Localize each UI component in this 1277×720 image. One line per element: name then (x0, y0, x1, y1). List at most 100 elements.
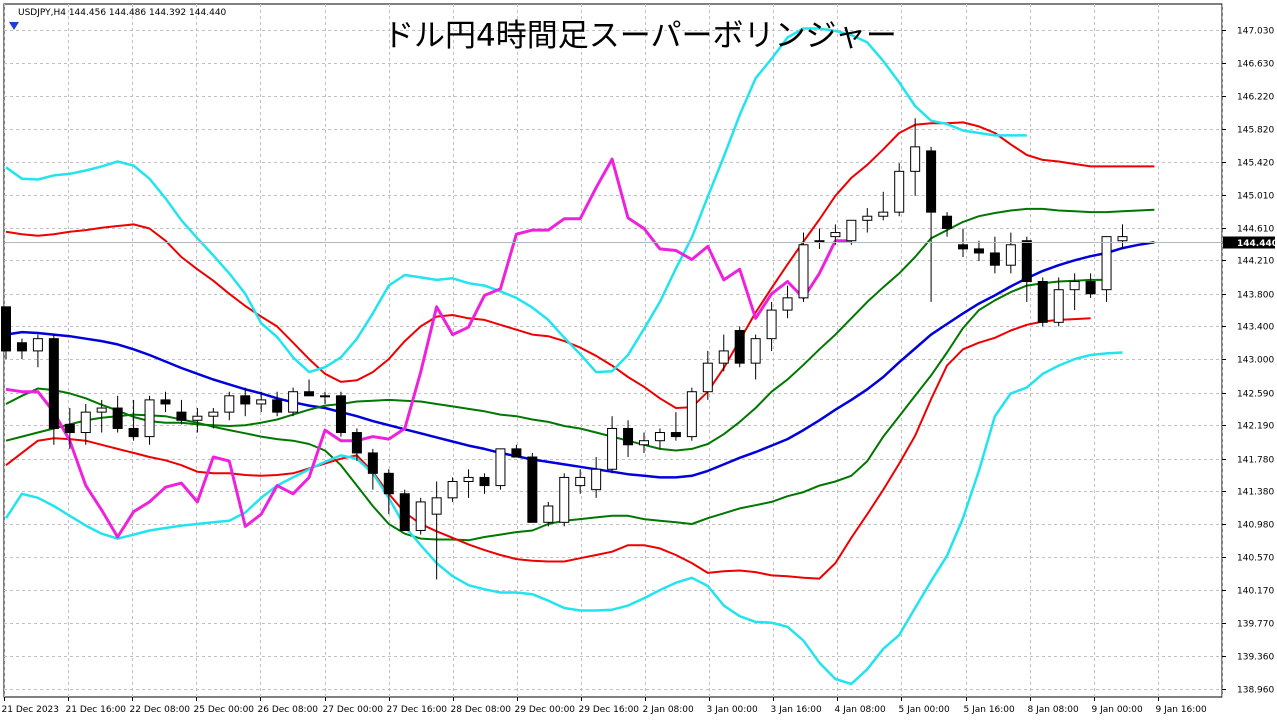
candle (846, 219, 857, 245)
x-tick-label: 21 Dec 16:00 (66, 705, 127, 715)
x-tick-label: 4 Jan 08:00 (835, 705, 887, 715)
candle-body (1053, 289, 1064, 323)
candle-body (399, 493, 410, 531)
candle-body (670, 432, 681, 438)
candle (48, 334, 59, 445)
grid-layer (4, 4, 1223, 697)
candle-layer (1, 118, 1128, 580)
candle (718, 334, 729, 372)
y-tick-label: 143.400 (1237, 323, 1274, 333)
x-tick-label: 22 Dec 08:00 (130, 705, 191, 715)
candle (591, 457, 602, 498)
candle-body (32, 338, 43, 352)
candle-body (272, 399, 283, 413)
candle-body (718, 350, 729, 364)
candle-body (479, 476, 490, 487)
chart-title: ドル円4時間足スーパーボリンジャー (383, 18, 897, 54)
y-tick-label: 140.570 (1237, 554, 1274, 564)
candle-body (973, 248, 984, 254)
candle (96, 399, 107, 433)
candle (1117, 224, 1128, 249)
candle (335, 391, 346, 437)
candle (128, 399, 139, 441)
y-tick-label: 140.980 (1237, 521, 1274, 531)
y-tick-label: 138.960 (1237, 686, 1274, 696)
candle-body (814, 240, 825, 243)
candle-body (750, 338, 761, 364)
candle-body (575, 476, 586, 487)
candle-body (128, 427, 139, 438)
chikou-span-line (5, 157, 852, 539)
candle-body (989, 252, 1000, 266)
candle-body (224, 395, 235, 413)
x-tick-label: 27 Dec 16:00 (387, 705, 448, 715)
x-tick-label: 29 Dec 16:00 (579, 705, 640, 715)
candle-body (686, 391, 697, 438)
candle-body (1085, 281, 1096, 295)
x-tick-label: 26 Dec 08:00 (258, 705, 319, 715)
x-tick-label: 5 Jan 16:00 (964, 705, 1016, 715)
candle (32, 334, 43, 368)
candle (702, 350, 713, 400)
x-tick-label: 9 Jan 00:00 (1092, 705, 1144, 715)
candle-body (288, 391, 299, 413)
current-price-tag (1223, 236, 1275, 249)
candle (527, 452, 538, 523)
candle (1053, 277, 1064, 327)
y-tick-label: 143.000 (1237, 356, 1274, 366)
candle-body (846, 219, 857, 242)
candle (288, 387, 299, 417)
candle (639, 432, 649, 453)
candle (1101, 236, 1112, 302)
candle-body (96, 407, 107, 413)
y-tick-label: 141.780 (1237, 456, 1274, 466)
candle (878, 191, 889, 221)
candle-body (878, 211, 889, 217)
candle (511, 444, 522, 458)
candle-body (1037, 281, 1048, 323)
candle (208, 408, 219, 429)
candle (623, 420, 634, 458)
candle-body (958, 244, 968, 250)
candle-body (48, 338, 59, 429)
candle (830, 224, 841, 245)
candle-body (208, 411, 219, 417)
candle (112, 395, 123, 433)
y-tick-label: 147.030 (1237, 27, 1274, 37)
x-tick-label: 3 Jan 00:00 (707, 705, 759, 715)
y-tick-label: 140.170 (1237, 587, 1274, 597)
candle-body (192, 415, 203, 421)
candle-body (734, 330, 745, 364)
candle (224, 391, 235, 421)
candle-body (304, 391, 315, 397)
candle-body (1069, 281, 1080, 291)
candle (894, 163, 905, 217)
candle (766, 301, 777, 351)
price-layer: 144.440 (4, 236, 1277, 249)
candle-body (591, 468, 602, 491)
candle-body (367, 452, 378, 474)
candle-body (1101, 236, 1112, 291)
candle (367, 448, 378, 490)
candle (479, 473, 490, 494)
candle (798, 232, 809, 302)
y-tick-label: 144.610 (1237, 225, 1274, 235)
candle-body (639, 440, 649, 446)
candle-body (415, 501, 426, 531)
x-tick-label: 5 Jan 00:00 (899, 705, 951, 715)
candle (607, 416, 618, 474)
candle (670, 412, 681, 441)
y-tick-label: 143.800 (1237, 291, 1274, 301)
x-tick-label: 28 Dec 08:00 (451, 705, 512, 715)
candle (80, 403, 91, 445)
candle (750, 334, 761, 380)
y-tick-label: 145.820 (1237, 126, 1274, 136)
candle-body (144, 399, 155, 438)
minus-1sigma-line (5, 278, 1107, 542)
candle (575, 469, 586, 494)
candle (256, 391, 267, 413)
candle (64, 408, 75, 449)
candle-body (256, 399, 267, 405)
y-axis: 147.030 146.630 146.220 145.820 145.420 145.0… (1222, 27, 1274, 696)
candle-body (431, 497, 442, 515)
